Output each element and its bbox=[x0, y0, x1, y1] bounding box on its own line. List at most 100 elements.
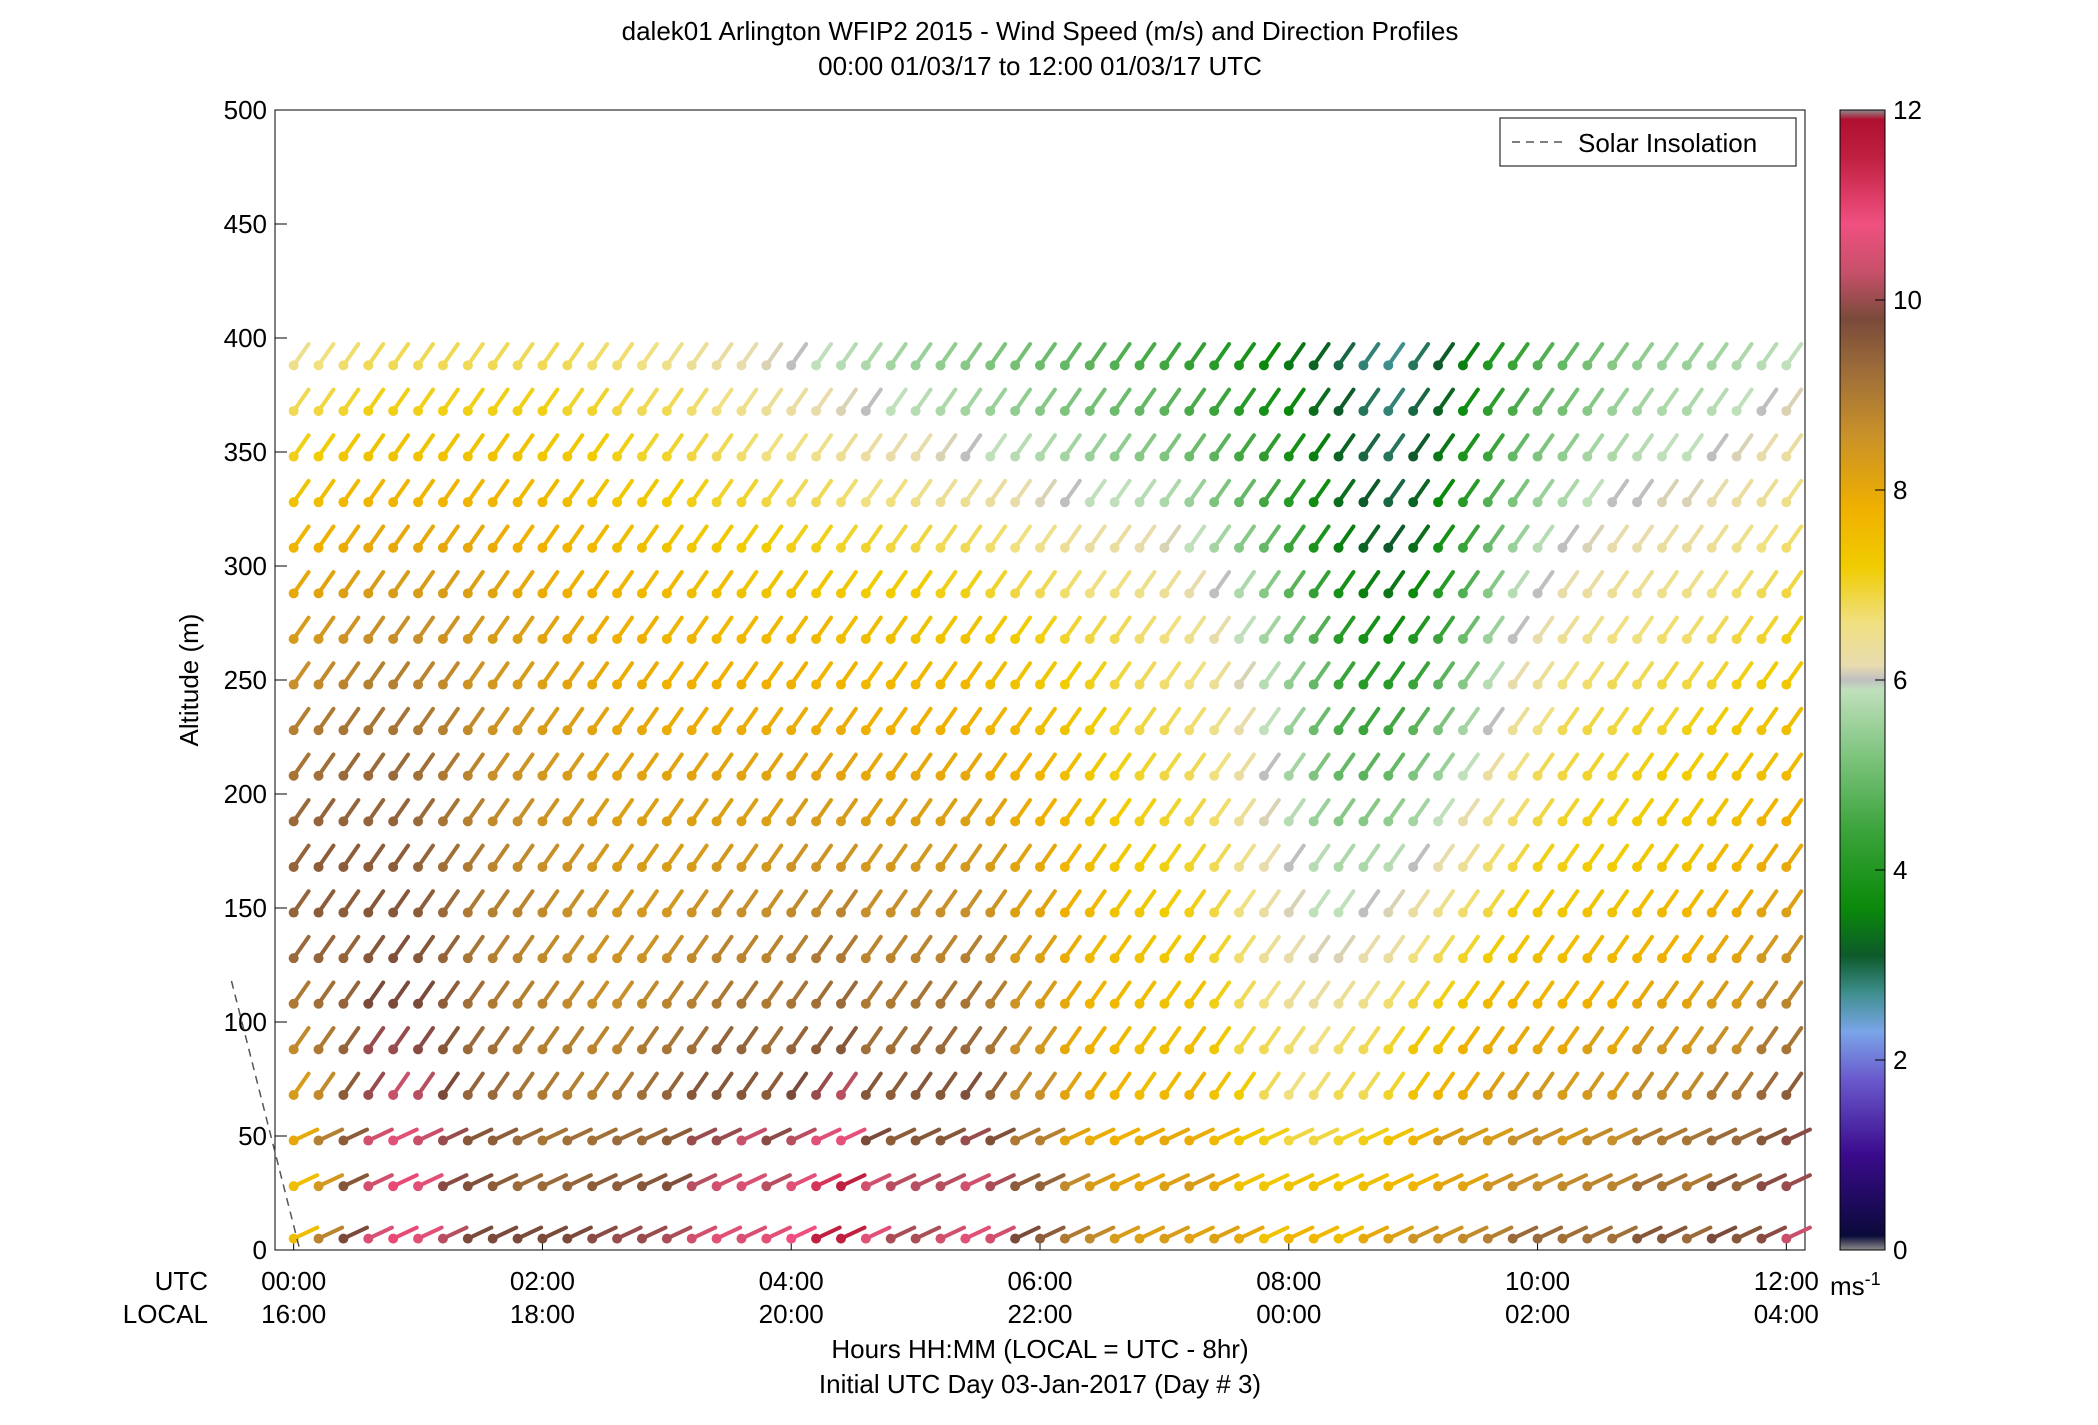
wind-barb-dot bbox=[1433, 953, 1444, 964]
wind-barb-dot bbox=[487, 360, 498, 371]
wind-barb-dot bbox=[1457, 405, 1468, 416]
wind-barb-dot bbox=[1681, 770, 1692, 781]
wind-barb-dot bbox=[1582, 861, 1593, 872]
wind-barb-dot bbox=[437, 497, 448, 508]
wind-barb-dot bbox=[1781, 1135, 1792, 1146]
wind-barb-dot bbox=[686, 497, 697, 508]
wind-barb-dot bbox=[388, 405, 399, 416]
wind-barb-dot bbox=[1457, 725, 1468, 736]
wind-barb-dot bbox=[487, 1233, 498, 1244]
wind-barb-dot bbox=[835, 360, 846, 371]
wind-barb-dot bbox=[562, 725, 573, 736]
wind-barb-dot bbox=[1383, 816, 1394, 827]
wind-barb-dot bbox=[711, 451, 722, 462]
wind-barb-dot bbox=[1209, 1044, 1220, 1055]
wind-barb-dot bbox=[1433, 360, 1444, 371]
wind-barb-dot bbox=[1035, 1181, 1045, 1192]
wind-barb-dot bbox=[1234, 1089, 1245, 1100]
wind-barb-dot bbox=[413, 816, 424, 827]
wind-barb-dot bbox=[1681, 861, 1692, 872]
wind-barb-dot bbox=[1582, 816, 1593, 827]
wind-barb-dot bbox=[960, 816, 971, 827]
wind-barb-dot bbox=[736, 588, 747, 599]
wind-barb-dot bbox=[437, 953, 448, 964]
wind-barb-dot bbox=[462, 725, 473, 736]
wind-barb-dot bbox=[487, 998, 498, 1009]
wind-barb-dot bbox=[1010, 1089, 1021, 1100]
wind-barb-dot bbox=[437, 542, 448, 553]
wind-barb-dot bbox=[413, 953, 424, 964]
wind-barb-dot bbox=[1258, 588, 1269, 599]
wind-barb-dot bbox=[612, 953, 623, 964]
wind-barb-dot bbox=[985, 1089, 996, 1100]
wind-barb-dot bbox=[960, 1089, 971, 1100]
wind-barb-dot bbox=[1656, 1089, 1667, 1100]
wind-barb-dot bbox=[1731, 497, 1742, 508]
wind-barb-dot bbox=[661, 1089, 672, 1100]
wind-barb-dot bbox=[437, 861, 448, 872]
wind-barb-dot bbox=[1184, 1044, 1195, 1055]
wind-barb-dot bbox=[537, 360, 548, 371]
wind-barb-dot bbox=[985, 770, 996, 781]
wind-barb-dot bbox=[1010, 451, 1021, 462]
wind-barb-dot bbox=[288, 1181, 299, 1192]
wind-barb-dot bbox=[1557, 679, 1568, 690]
wind-barb-dot bbox=[661, 861, 672, 872]
wind-barb-dot bbox=[1010, 1233, 1021, 1244]
wind-barb-dot bbox=[562, 588, 573, 599]
wind-barb-dot bbox=[512, 542, 523, 553]
wind-barb-dot bbox=[761, 405, 772, 416]
wind-barb-dot bbox=[686, 588, 697, 599]
wind-barb-dot bbox=[363, 360, 374, 371]
wind-barb-dot bbox=[1457, 679, 1468, 690]
wind-barb-dot bbox=[1507, 1233, 1518, 1244]
wind-barb-dot bbox=[1433, 497, 1444, 508]
wind-barb-dot bbox=[736, 770, 747, 781]
wind-barb-dot bbox=[1408, 998, 1419, 1009]
wind-barb-dot bbox=[1706, 953, 1717, 964]
wind-barb-dot bbox=[487, 588, 498, 599]
wind-barb-dot bbox=[1308, 816, 1319, 827]
wind-barb-dot bbox=[910, 633, 921, 644]
wind-barb-dot bbox=[1010, 497, 1021, 508]
wind-barb-dot bbox=[1681, 953, 1692, 964]
wind-barb-dot bbox=[786, 1233, 797, 1244]
wind-barb-dot bbox=[1408, 633, 1419, 644]
utc-row-label: UTC bbox=[155, 1266, 208, 1296]
wind-barb-dot bbox=[587, 1181, 598, 1192]
wind-barb-dot bbox=[960, 588, 971, 599]
wind-barb-dot bbox=[1706, 907, 1717, 918]
wind-barb-dot bbox=[1358, 907, 1369, 918]
wind-barb-dot bbox=[786, 1181, 797, 1192]
wind-barb-dot bbox=[1159, 998, 1170, 1009]
wind-barb-dot bbox=[786, 816, 797, 827]
wind-barb-dot bbox=[1010, 679, 1021, 690]
wind-barb-dot bbox=[1408, 1135, 1419, 1146]
wind-barb-dot bbox=[1756, 861, 1767, 872]
wind-barb-dot bbox=[885, 907, 896, 918]
wind-barb-dot bbox=[910, 542, 921, 553]
wind-barb-dot bbox=[413, 588, 424, 599]
wind-barb-dot bbox=[1035, 1089, 1045, 1100]
wind-barb-dot bbox=[1134, 542, 1145, 553]
wind-barb-dot bbox=[338, 1044, 349, 1055]
wind-barb-dot bbox=[711, 588, 722, 599]
wind-barb-dot bbox=[1059, 998, 1070, 1009]
wind-barb-dot bbox=[1507, 679, 1518, 690]
wind-barb-dot bbox=[363, 907, 374, 918]
wind-barb-dot bbox=[537, 497, 548, 508]
wind-barb-dot bbox=[1283, 679, 1294, 690]
wind-barb-dot bbox=[512, 907, 523, 918]
wind-barb-dot bbox=[935, 679, 946, 690]
wind-barb-dot bbox=[1209, 1135, 1220, 1146]
wind-barb-dot bbox=[1482, 1233, 1493, 1244]
wind-barb-dot bbox=[1159, 816, 1170, 827]
wind-barb-dot bbox=[736, 725, 747, 736]
wind-barb-dot bbox=[1433, 405, 1444, 416]
wind-barb-dot bbox=[512, 588, 523, 599]
wind-barb-dot bbox=[1408, 1044, 1419, 1055]
solar-insolation-line bbox=[230, 980, 301, 1251]
wind-barb-dot bbox=[537, 998, 548, 1009]
wind-barb-dot bbox=[1632, 953, 1643, 964]
wind-barb-dot bbox=[1035, 1044, 1045, 1055]
